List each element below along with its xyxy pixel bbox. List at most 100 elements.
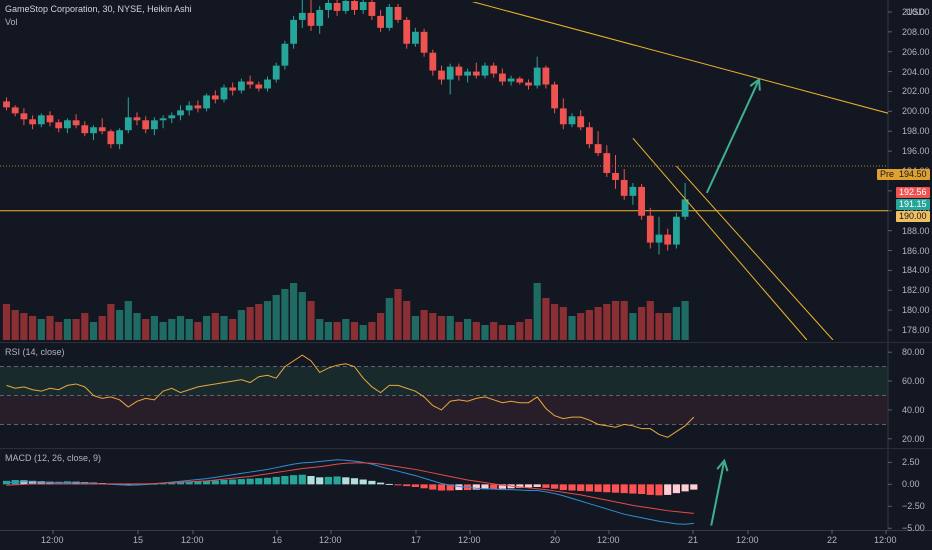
volume-bar xyxy=(507,325,515,340)
macd-histogram-bar xyxy=(298,474,306,485)
premarket-price-tag: 194.50 xyxy=(896,169,930,180)
candle-body xyxy=(499,73,506,82)
macd-histogram-bar xyxy=(394,484,402,486)
macd-histogram-bar xyxy=(368,480,376,485)
volume-bar xyxy=(63,319,71,340)
macd-histogram-bar xyxy=(229,479,237,485)
macd-histogram-bar xyxy=(37,481,45,485)
rsi-tick-label: 40.00 xyxy=(902,404,925,415)
volume-bar xyxy=(681,301,689,340)
volume-bar xyxy=(611,301,620,340)
candle-body xyxy=(516,78,524,83)
macd-histogram-bar xyxy=(29,480,37,485)
macd-histogram-bar xyxy=(194,481,202,485)
volume-bar xyxy=(403,301,411,340)
candle-body xyxy=(194,105,202,109)
price-arrow-head xyxy=(749,77,761,91)
price-tick-label: 196.00 xyxy=(902,146,930,157)
macd-histogram-bar xyxy=(603,484,611,493)
candle-body xyxy=(159,118,167,121)
volume-bar xyxy=(124,301,132,340)
macd-histogram-bar xyxy=(611,484,620,493)
macd-histogram-bar xyxy=(629,484,637,494)
macd-histogram-bar xyxy=(551,484,559,489)
volume-bar xyxy=(98,316,106,340)
candle-body xyxy=(98,127,106,132)
macd-histogram-bar xyxy=(472,484,480,490)
volume-bar xyxy=(620,301,628,340)
candle-body xyxy=(664,234,672,245)
candle-body xyxy=(429,52,437,71)
volume-bar xyxy=(142,319,150,340)
volume-bar xyxy=(664,313,672,340)
candle-body xyxy=(151,120,158,130)
price-tick-label: 198.00 xyxy=(902,126,930,137)
macd-histogram-bar xyxy=(237,479,245,485)
price-arrow xyxy=(705,79,760,194)
rsi-title: RSI (14, close) xyxy=(5,347,65,357)
price-tick-label: 200.00 xyxy=(902,106,930,117)
price-tick-label: 182.00 xyxy=(902,285,930,296)
macd-histogram-bar xyxy=(664,484,672,495)
candle-body xyxy=(272,65,280,80)
price-tick-label: 178.00 xyxy=(902,325,930,336)
candle-body xyxy=(490,65,498,74)
candle-body xyxy=(620,179,628,196)
candle-body xyxy=(412,31,419,44)
candle-body xyxy=(568,116,576,125)
volume-bar xyxy=(46,316,54,340)
candle-body xyxy=(438,70,445,80)
macd-histogram-bar xyxy=(455,484,463,491)
candle-body xyxy=(29,119,36,125)
volume-bar xyxy=(394,289,402,340)
macd-histogram-bar xyxy=(559,484,567,491)
candle-body xyxy=(577,116,585,128)
macd-histogram-bar xyxy=(342,477,350,485)
volume-bar xyxy=(524,319,533,340)
price-tick-label: 208.00 xyxy=(902,26,930,37)
macd-histogram-bar xyxy=(533,484,541,487)
time-tick-label: 12:00 xyxy=(597,535,620,545)
macd-histogram-bar xyxy=(585,484,593,492)
candle-body xyxy=(612,172,619,180)
trendline xyxy=(471,2,888,114)
trendline xyxy=(676,165,834,340)
volume-bar xyxy=(481,325,489,340)
macd-histogram-bar xyxy=(577,484,585,491)
candle-body xyxy=(168,115,176,119)
volume-bar xyxy=(646,301,654,340)
macd-tick-label: 2.50 xyxy=(902,457,920,468)
macd-arrow xyxy=(710,460,726,526)
volume-bar xyxy=(203,316,211,340)
rsi-tick-label: 60.00 xyxy=(902,376,925,387)
candle-body xyxy=(394,6,402,20)
macd-histogram-bar xyxy=(646,484,654,495)
volume-bar xyxy=(229,319,237,340)
candle-body xyxy=(525,82,532,86)
candle-body xyxy=(37,115,45,125)
candle-body xyxy=(681,199,689,217)
macd-histogram-bar xyxy=(655,484,663,496)
candle-body xyxy=(124,117,132,131)
time-tick-label: 21 xyxy=(688,535,699,545)
volume-bar xyxy=(629,313,637,340)
volume-bar xyxy=(81,313,89,340)
candle-body xyxy=(116,130,123,145)
candle-body xyxy=(646,215,654,243)
volume-bar xyxy=(498,325,506,340)
candle-body xyxy=(107,131,115,145)
candle-body xyxy=(290,19,297,44)
candle-body xyxy=(533,67,541,86)
candle-body xyxy=(481,65,489,76)
macd-histogram-bar xyxy=(594,484,602,492)
macd-histogram-bar xyxy=(168,482,176,485)
volume-bar xyxy=(385,298,393,340)
volume-bar xyxy=(333,322,341,340)
macd-histogram-bar xyxy=(377,482,385,485)
candle-body xyxy=(507,78,515,82)
macd-line xyxy=(6,459,694,525)
volume-bar xyxy=(237,310,245,340)
candle-body xyxy=(368,2,376,16)
